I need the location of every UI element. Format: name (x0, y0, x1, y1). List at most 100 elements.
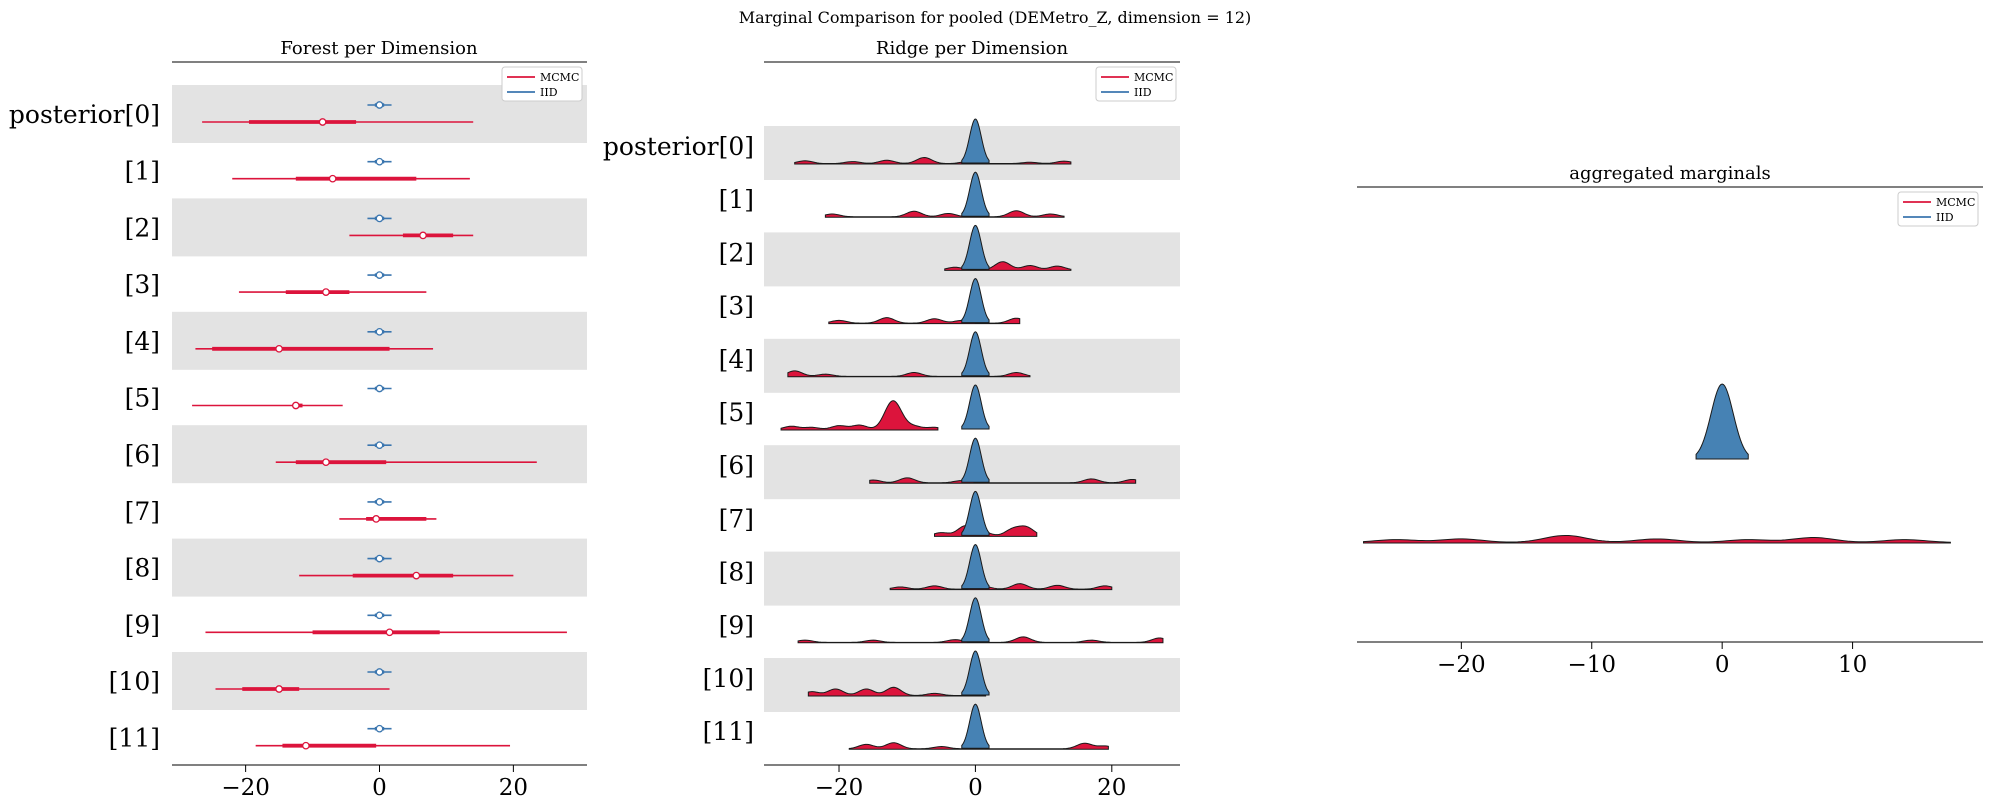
ridge-row-label: [3] (719, 292, 754, 321)
ridge-mcmc-density (807, 686, 987, 697)
forest-iid-median-point (375, 101, 384, 109)
forest-row-label: [6] (125, 440, 160, 469)
ridge-row-label: [5] (719, 398, 754, 427)
forest-iid-median-point (375, 554, 384, 563)
forest-row-label: [1] (125, 157, 160, 186)
forest-mcmc-median-point (318, 118, 327, 126)
forest-mcmc-median-point (322, 458, 330, 467)
ridge-row-label: posterior[0] (603, 132, 754, 161)
forest-row-band (172, 311, 587, 370)
forest-row-band (172, 198, 587, 257)
ridge-row-label: [8] (719, 558, 754, 587)
forest-row-label: [4] (125, 327, 160, 356)
forest-panel: Forest per Dimension posterior[0] [1] [2] [… (9, 38, 587, 801)
ridge-iid-density (961, 650, 990, 696)
aggregated-legend-mcmc-label: MCMC (1936, 196, 1975, 209)
forest-row-band (172, 538, 587, 597)
forest-iid-median-point (375, 157, 384, 166)
aggregated-x-tick-label: −10 (1567, 652, 1616, 678)
ridge-mcmc-density (889, 583, 1113, 591)
ridge-row-label: [2] (719, 238, 754, 267)
aggregated-legend-iid-label: IID (1936, 211, 1954, 224)
forest-mcmc-median-point (419, 231, 427, 240)
ridge-row-label: [9] (719, 611, 754, 640)
aggregated-iid-density (1695, 383, 1749, 460)
ridge-iid-density (961, 437, 990, 483)
ridge-row-label: [7] (719, 504, 754, 533)
forest-row-label: [8] (125, 554, 160, 583)
ridge-x-tick-label: −20 (815, 775, 864, 801)
forest-iid-median-point (375, 271, 384, 279)
forest-iid-median-point (375, 611, 384, 620)
ridge-iid-density (961, 384, 990, 430)
figure-suptitle: Marginal Comparison for pooled (DEMetro_… (739, 8, 1252, 27)
ridge-iid-density (961, 331, 990, 377)
ridge-row-label: [6] (719, 451, 754, 480)
ridge-iid-density (961, 118, 990, 164)
forest-legend-mcmc-label: MCMC (540, 71, 579, 84)
aggregated-x-tick-label: −20 (1437, 652, 1486, 678)
ridge-iid-density (961, 224, 990, 270)
forest-mcmc-median-point (412, 571, 421, 580)
aggregated-panel-title: aggregated marginals (1569, 163, 1770, 184)
forest-row-label: [9] (125, 610, 160, 639)
forest-row-label: posterior[0] (9, 100, 160, 129)
ridge-panel: Ridge per Dimension posterior[0] [1] [2] [3… (603, 38, 1180, 801)
ridge-iid-density (961, 278, 990, 324)
aggregated-x-tick-label: 10 (1838, 652, 1867, 678)
forest-x-tick-label: 0 (372, 775, 387, 801)
ridge-mcmc-density (780, 400, 939, 431)
forest-iid-median-point (375, 498, 384, 506)
ridge-iid-density (961, 703, 990, 749)
ridge-mcmc-density (824, 210, 1065, 218)
forest-row-label: [11] (109, 724, 160, 753)
forest-mcmc-median-point (275, 685, 283, 693)
forest-row-label: [2] (125, 213, 160, 242)
ridge-x-tick-label: 0 (968, 775, 983, 801)
forest-legend-iid-label: IID (540, 86, 558, 99)
ridge-legend-iid-label: IID (1134, 86, 1152, 99)
ridge-row-label: [11] (703, 717, 754, 746)
ridge-mcmc-density (794, 157, 1072, 165)
ridge-iid-density (961, 597, 990, 643)
forest-mcmc-median-point (372, 515, 381, 523)
ridge-panel-title: Ridge per Dimension (876, 38, 1069, 59)
ridge-iid-density (961, 171, 990, 217)
aggregated-panel: aggregated marginals −20 −10 0 10 MCMC IID (1357, 163, 1983, 678)
forest-iid-median-point (375, 214, 384, 223)
forest-panel-title: Forest per Dimension (280, 38, 478, 59)
ridge-mcmc-density (869, 477, 1137, 484)
ridge-row-label: [1] (719, 185, 754, 214)
forest-row-band (172, 425, 587, 484)
aggregated-mcmc-density (1363, 534, 1951, 544)
forest-iid-median-point (375, 384, 384, 393)
forest-x-tick-label: −20 (221, 775, 270, 801)
forest-mcmc-median-point (291, 401, 300, 410)
ridge-row-label: [4] (719, 345, 754, 374)
forest-iid-median-point (375, 724, 384, 733)
ridge-mcmc-density (848, 742, 1109, 750)
forest-iid-median-point (375, 327, 384, 336)
forest-row-label: [7] (125, 497, 160, 526)
forest-row-label: [5] (125, 384, 160, 413)
ridge-mcmc-density (797, 636, 1164, 644)
aggregated-x-tick-label: 0 (1715, 652, 1730, 678)
forest-mcmc-median-point (275, 344, 283, 353)
forest-mcmc-median-point (302, 741, 310, 750)
forest-iid-median-point (375, 668, 384, 676)
forest-row-label: [3] (125, 270, 160, 299)
ridge-legend-mcmc-label: MCMC (1134, 71, 1173, 84)
forest-row-label: [10] (109, 667, 160, 696)
ridge-mcmc-density (828, 317, 1021, 325)
forest-x-tick-label: 20 (499, 775, 528, 801)
ridge-mcmc-density (787, 370, 1031, 378)
forest-mcmc-median-point (385, 628, 394, 637)
forest-row-band (172, 652, 587, 710)
ridge-iid-density (961, 490, 990, 536)
forest-iid-median-point (375, 441, 384, 450)
ridge-row-label: [10] (703, 664, 754, 693)
ridge-iid-density (961, 544, 990, 590)
ridge-x-tick-label: 20 (1097, 775, 1126, 801)
